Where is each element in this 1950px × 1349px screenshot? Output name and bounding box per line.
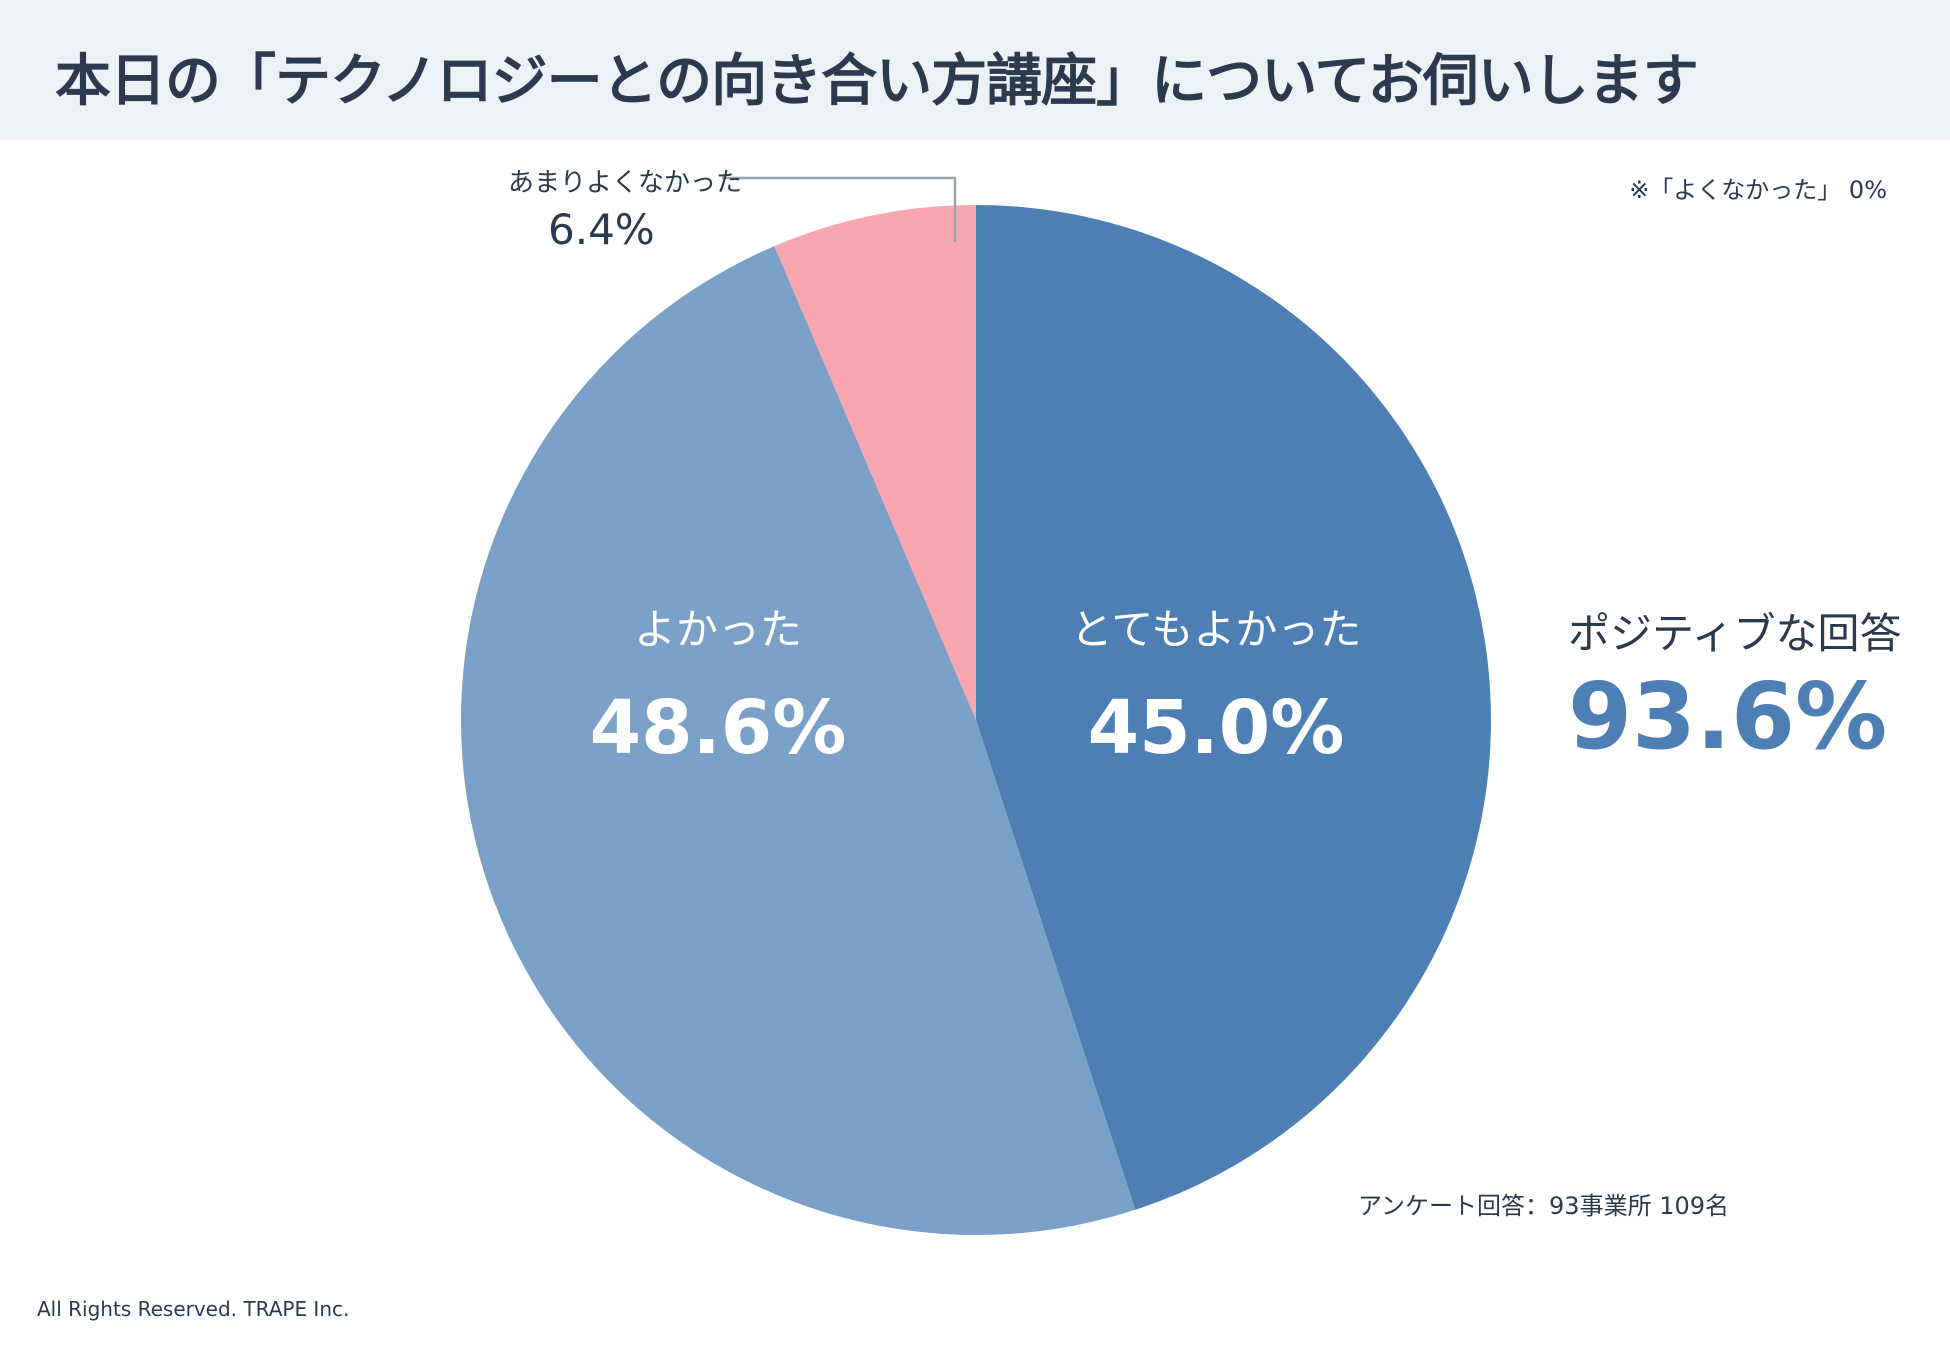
- slice-name-good: よかった: [633, 605, 803, 654]
- pie-slice-good: [460, 246, 1136, 1236]
- positive-value: 93.6%: [1568, 663, 1888, 770]
- zero-percent-note: ※「よくなかった」 0%: [1629, 176, 1887, 204]
- positive-label: ポジティブな回答: [1568, 609, 1902, 658]
- callout-label: あまりよくなかった: [508, 168, 743, 198]
- slice-name-very-good: とてもよかった: [1070, 605, 1362, 654]
- survey-note: アンケート回答：93事業所 109名: [1358, 1192, 1730, 1220]
- slice-label-very-good: とてもよかった 45.0%: [1071, 596, 1362, 771]
- page-title: 本日の「テクノロジーとの向き合い方講座」についてお伺いします: [55, 49, 1699, 114]
- pie-slice-very-good: [976, 205, 1491, 1210]
- copyright-footer: All Rights Reserved. TRAPE Inc.: [37, 1297, 350, 1321]
- slice-label-good: よかった 48.6%: [590, 596, 847, 771]
- positive-summary: ポジティブな回答 93.6%: [1568, 600, 1901, 770]
- callout-value: 6.4%: [548, 205, 655, 254]
- slice-value-good: 48.6%: [589, 685, 847, 771]
- slice-value-very-good: 45.0%: [1087, 685, 1345, 771]
- header-bar: 本日の「テクノロジーとの向き合い方講座」についてお伺いします: [0, 0, 1950, 140]
- callout-leader-line: [722, 176, 957, 242]
- pie-slice-not-so-good: [774, 205, 976, 720]
